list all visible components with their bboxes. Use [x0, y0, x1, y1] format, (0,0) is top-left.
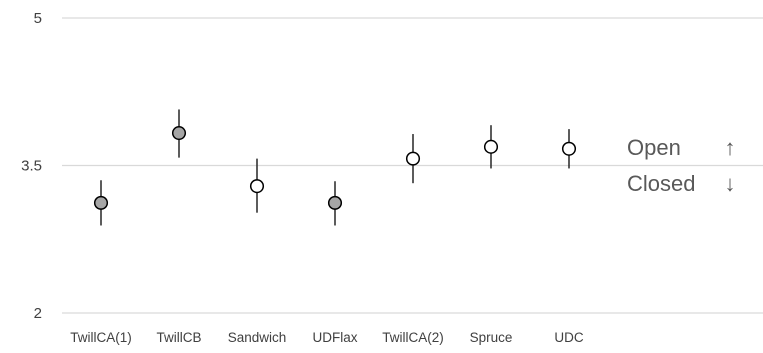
data-point	[405, 151, 421, 166]
x-category-label: TwillCB	[156, 330, 201, 345]
data-points	[93, 126, 577, 210]
x-category-label: UDFlax	[312, 330, 357, 345]
data-point	[249, 179, 265, 194]
data-point	[93, 195, 109, 210]
closed-arrow-icon: ↓	[725, 171, 736, 196]
open-arrow-icon: ↑	[725, 135, 736, 160]
y-tick-label: 2	[34, 305, 42, 322]
x-category-label: TwillCA(1)	[70, 330, 132, 345]
y-tick-label: 3.5	[21, 158, 42, 175]
data-point	[483, 139, 499, 154]
x-category-label: TwillCA(2)	[382, 330, 444, 345]
x-axis-category-labels: TwillCA(1) TwillCB Sandwich UDFlax TwillCA(2…	[70, 330, 584, 345]
x-category-label: Sandwich	[228, 330, 287, 345]
x-category-label: UDC	[554, 330, 583, 345]
y-tick-label: 5	[34, 10, 42, 27]
x-category-label: Spruce	[470, 330, 513, 345]
y-axis-tick-labels: 53.52	[21, 10, 42, 322]
closed-label: Closed	[627, 171, 695, 196]
open-label: Open	[627, 135, 681, 160]
data-point	[171, 126, 187, 141]
data-point	[561, 141, 577, 156]
open-closed-annotation: Open ↑ Closed ↓	[627, 135, 736, 196]
data-point	[327, 195, 343, 210]
